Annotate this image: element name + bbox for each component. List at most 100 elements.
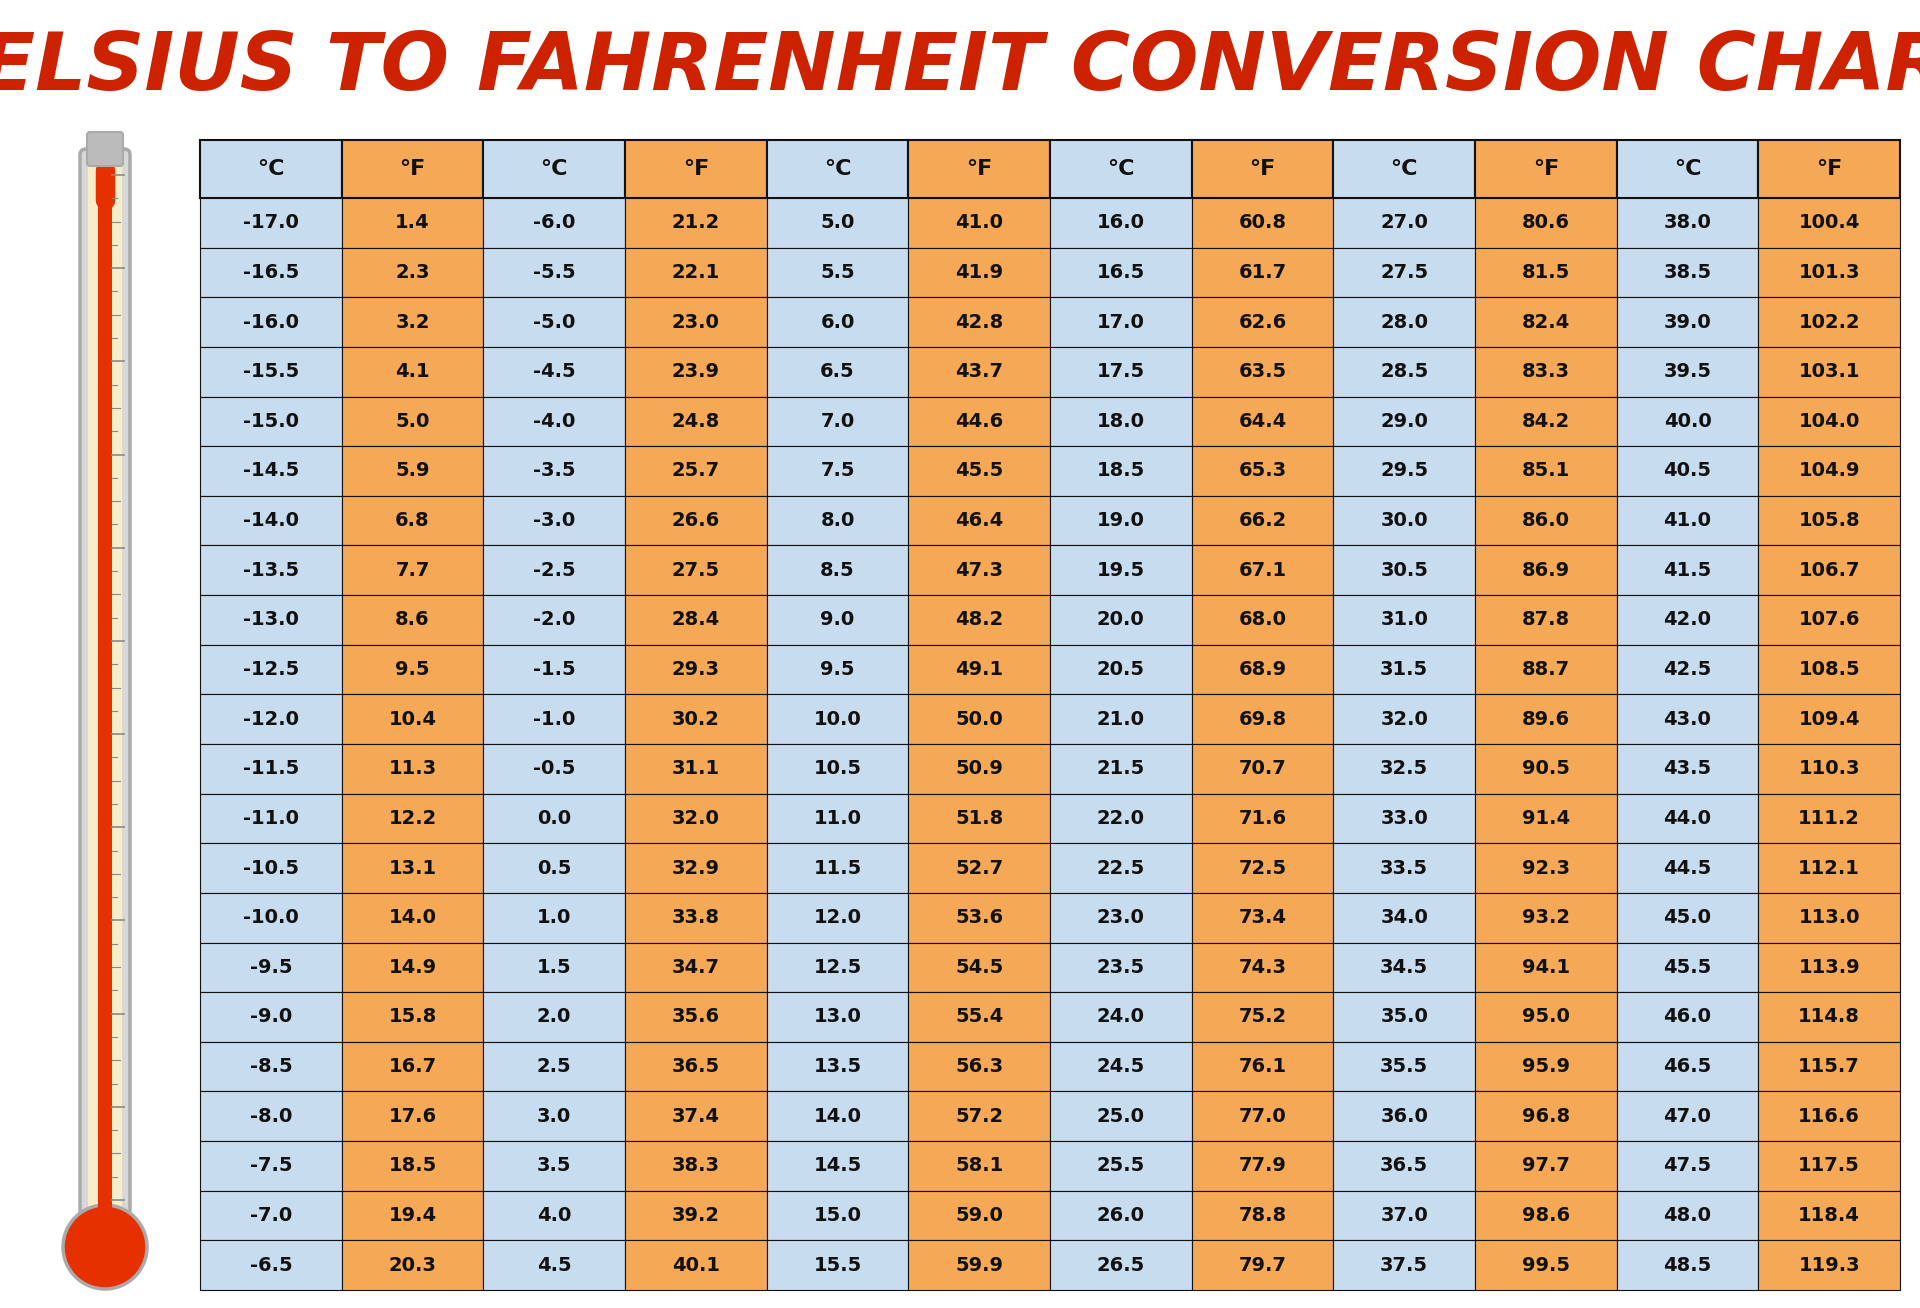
Bar xyxy=(766,140,908,198)
Bar xyxy=(1759,247,1901,297)
Bar xyxy=(1332,446,1475,496)
Bar xyxy=(342,297,484,347)
Bar xyxy=(1332,1041,1475,1091)
Text: -17.0: -17.0 xyxy=(244,213,300,233)
Bar xyxy=(1617,297,1759,347)
Bar xyxy=(1050,446,1192,496)
Bar xyxy=(1617,446,1759,496)
Text: 29.5: 29.5 xyxy=(1380,462,1428,480)
Text: 35.5: 35.5 xyxy=(1380,1057,1428,1076)
Text: 106.7: 106.7 xyxy=(1799,561,1860,579)
Text: 29.3: 29.3 xyxy=(672,661,720,679)
Text: °C: °C xyxy=(824,160,851,179)
Bar xyxy=(908,893,1050,943)
Bar xyxy=(1759,1041,1901,1091)
Bar xyxy=(626,396,766,446)
Text: 83.3: 83.3 xyxy=(1523,362,1571,381)
Text: 31.0: 31.0 xyxy=(1380,611,1428,629)
Bar xyxy=(1050,1141,1192,1190)
Text: 9.5: 9.5 xyxy=(396,661,430,679)
Bar xyxy=(342,140,484,198)
Bar xyxy=(908,347,1050,396)
Bar xyxy=(766,198,908,247)
Bar xyxy=(1759,396,1901,446)
Bar xyxy=(766,993,908,1041)
Bar xyxy=(484,297,626,347)
Text: 41.0: 41.0 xyxy=(1663,511,1711,530)
Bar xyxy=(200,794,342,844)
Bar xyxy=(1475,496,1617,545)
Text: °C: °C xyxy=(257,160,284,179)
Text: 87.8: 87.8 xyxy=(1523,611,1571,629)
Text: 36.5: 36.5 xyxy=(672,1057,720,1076)
Bar xyxy=(1759,695,1901,744)
Text: 53.6: 53.6 xyxy=(954,908,1004,927)
Text: 109.4: 109.4 xyxy=(1799,710,1860,729)
Bar xyxy=(484,446,626,496)
Text: 15.0: 15.0 xyxy=(814,1206,862,1226)
Bar xyxy=(626,794,766,844)
Text: 84.2: 84.2 xyxy=(1523,412,1571,430)
Bar xyxy=(626,496,766,545)
Text: 3.2: 3.2 xyxy=(396,313,430,332)
Text: 6.5: 6.5 xyxy=(820,362,854,381)
Bar xyxy=(908,1041,1050,1091)
Text: 89.6: 89.6 xyxy=(1523,710,1571,729)
Text: 69.8: 69.8 xyxy=(1238,710,1286,729)
Text: 6.8: 6.8 xyxy=(396,511,430,530)
Bar xyxy=(1475,943,1617,993)
Text: -10.0: -10.0 xyxy=(244,908,300,927)
Bar xyxy=(342,446,484,496)
Bar xyxy=(484,844,626,893)
Bar xyxy=(484,794,626,844)
Bar xyxy=(1050,645,1192,695)
Text: 59.9: 59.9 xyxy=(954,1256,1002,1275)
Text: 37.4: 37.4 xyxy=(672,1107,720,1126)
Bar xyxy=(1050,744,1192,794)
Bar xyxy=(766,1141,908,1190)
Bar xyxy=(1332,893,1475,943)
Text: 24.5: 24.5 xyxy=(1096,1057,1144,1076)
Text: 115.7: 115.7 xyxy=(1799,1057,1860,1076)
Text: 48.0: 48.0 xyxy=(1663,1206,1711,1226)
Text: 34.0: 34.0 xyxy=(1380,908,1428,927)
Text: 28.0: 28.0 xyxy=(1380,313,1428,332)
Text: 23.0: 23.0 xyxy=(1096,908,1144,927)
Bar xyxy=(908,844,1050,893)
Text: 24.8: 24.8 xyxy=(672,412,720,430)
Text: 99.5: 99.5 xyxy=(1523,1256,1571,1275)
Text: 16.7: 16.7 xyxy=(388,1057,436,1076)
Text: 76.1: 76.1 xyxy=(1238,1057,1286,1076)
Text: 54.5: 54.5 xyxy=(954,957,1004,977)
Text: 91.4: 91.4 xyxy=(1523,808,1571,828)
Text: -13.5: -13.5 xyxy=(242,561,300,579)
Bar xyxy=(1759,198,1901,247)
Text: 13.0: 13.0 xyxy=(814,1007,862,1027)
Bar xyxy=(1192,446,1332,496)
Bar xyxy=(908,297,1050,347)
Text: 41.9: 41.9 xyxy=(954,263,1004,283)
Bar xyxy=(200,496,342,545)
Text: -6.5: -6.5 xyxy=(250,1256,292,1275)
Bar xyxy=(484,1190,626,1240)
Text: 18.5: 18.5 xyxy=(388,1156,436,1176)
Text: -14.5: -14.5 xyxy=(242,462,300,480)
Bar xyxy=(1475,545,1617,595)
Bar xyxy=(1192,297,1332,347)
Text: 13.1: 13.1 xyxy=(388,858,436,878)
Bar xyxy=(1617,595,1759,645)
Bar xyxy=(1617,347,1759,396)
Text: 40.0: 40.0 xyxy=(1663,412,1711,430)
Text: 116.6: 116.6 xyxy=(1799,1107,1860,1126)
Bar xyxy=(1192,1141,1332,1190)
Bar xyxy=(1192,893,1332,943)
Bar xyxy=(908,595,1050,645)
Text: 46.5: 46.5 xyxy=(1663,1057,1711,1076)
Text: 41.0: 41.0 xyxy=(954,213,1002,233)
Text: 39.0: 39.0 xyxy=(1663,313,1711,332)
Bar xyxy=(908,198,1050,247)
Bar xyxy=(200,198,342,247)
Bar xyxy=(626,347,766,396)
Text: 112.1: 112.1 xyxy=(1799,858,1860,878)
Text: 90.5: 90.5 xyxy=(1523,760,1571,778)
